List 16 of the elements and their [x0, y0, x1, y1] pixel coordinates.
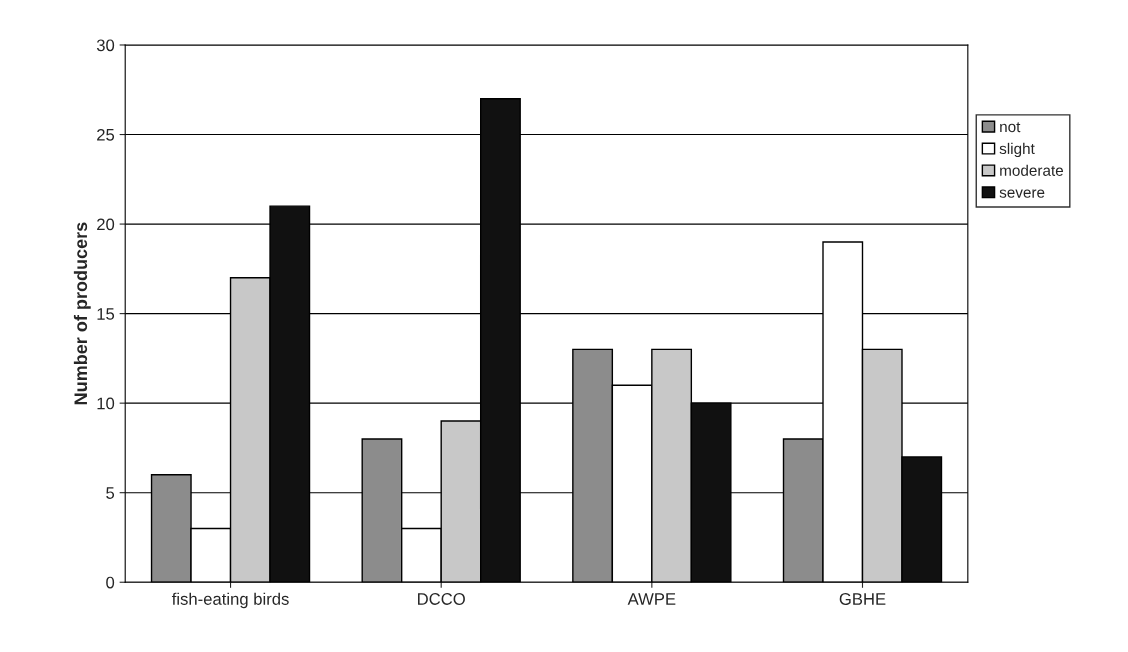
- legend-label: moderate: [1000, 164, 1064, 176]
- y-tick-label: 10: [97, 397, 115, 410]
- legend-label: not: [1000, 122, 1021, 133]
- y-axis-title: Number of producers: [73, 222, 91, 405]
- y-tick-label: 5: [106, 487, 115, 499]
- y-tick-label: 0: [106, 576, 115, 589]
- legend-label: severe: [999, 189, 1045, 198]
- x-tick-label: fish-eating birds: [171, 592, 289, 609]
- y-tick-label: 15: [97, 308, 115, 320]
- x-tick-label: GBHE: [839, 593, 886, 605]
- y-tick-label: 30: [96, 39, 115, 52]
- x-tick-label: AWPE: [627, 593, 676, 605]
- y-tick-label: 20: [97, 218, 115, 231]
- x-tick-label: DCCO: [418, 593, 465, 605]
- legend-label: slight: [999, 142, 1035, 158]
- y-tick-label: 25: [97, 128, 115, 141]
